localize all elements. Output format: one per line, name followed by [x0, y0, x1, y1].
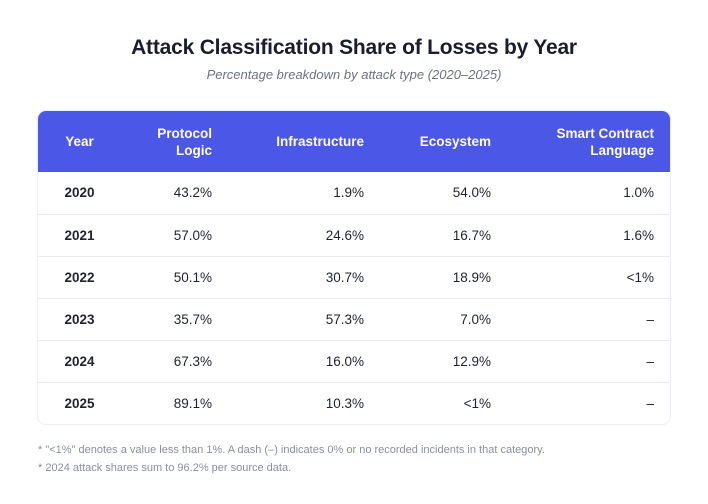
cell-ecosystem: 7.0%: [460, 311, 491, 327]
page-title: Attack Classification Share of Losses by…: [131, 36, 577, 59]
cell-ecosystem: 12.9%: [452, 353, 491, 369]
header-smart-contract-language: Smart Contract Language: [556, 125, 654, 158]
cell-infrastructure: 57.3%: [325, 311, 364, 327]
header-ecosystem: Ecosystem: [419, 134, 491, 149]
cell-smart-contract-language: –: [646, 311, 654, 327]
cell-protocol-logic: 67.3%: [173, 353, 212, 369]
cell-protocol-logic: 35.7%: [173, 311, 212, 327]
cell-ecosystem: <1%: [463, 395, 491, 411]
cell-protocol-logic: 43.2%: [173, 185, 212, 201]
cell-protocol-logic: 89.1%: [173, 395, 212, 411]
cell-protocol-logic: 57.0%: [173, 227, 212, 243]
cell-year: 2025: [64, 395, 95, 411]
data-table-container: Year Protocol Logic Infrastructure Ecosy…: [38, 111, 670, 424]
page-subtitle: Percentage breakdown by attack type (202…: [206, 67, 502, 82]
cell-year: 2020: [64, 185, 95, 201]
cell-smart-contract-language: <1%: [626, 269, 654, 285]
cell-smart-contract-language: –: [646, 395, 654, 411]
cell-ecosystem: 16.7%: [452, 227, 491, 243]
cell-ecosystem: 54.0%: [452, 185, 491, 201]
cell-year: 2024: [64, 353, 95, 369]
footnote: * 2024 attack shares sum to 96.2% per so…: [38, 462, 292, 474]
footnotes: * "<1%" denotes a value less than 1%. A …: [38, 441, 545, 477]
header-protocol-logic: Protocol Logic: [157, 125, 212, 158]
table-row: 2024 67.3% 16.0% 12.9% –: [38, 340, 670, 382]
cell-infrastructure: 10.3%: [325, 395, 364, 411]
table-row: 2022 50.1% 30.7% 18.9% <1%: [38, 256, 670, 298]
table-header-row: Year Protocol Logic Infrastructure Ecosy…: [38, 111, 670, 172]
cell-infrastructure: 30.7%: [325, 269, 364, 285]
cell-infrastructure: 1.9%: [333, 185, 364, 201]
cell-smart-contract-language: –: [646, 353, 654, 369]
cell-protocol-logic: 50.1%: [173, 269, 212, 285]
cell-year: 2023: [64, 311, 95, 327]
table-row: 2023 35.7% 57.3% 7.0% –: [38, 298, 670, 340]
table-row: 2021 57.0% 24.6% 16.7% 1.6%: [38, 214, 670, 256]
header-infrastructure: Infrastructure: [276, 134, 364, 149]
cell-year: 2022: [64, 269, 95, 285]
table-row: 2020 43.2% 1.9% 54.0% 1.0%: [38, 172, 670, 214]
cell-infrastructure: 16.0%: [325, 353, 364, 369]
cell-infrastructure: 24.6%: [325, 227, 364, 243]
header-year: Year: [65, 134, 94, 149]
table-row: 2025 89.1% 10.3% <1% –: [38, 382, 670, 424]
losses-table: Year Protocol Logic Infrastructure Ecosy…: [38, 111, 670, 424]
cell-smart-contract-language: 1.6%: [623, 227, 654, 243]
cell-ecosystem: 18.9%: [452, 269, 491, 285]
footnote: * "<1%" denotes a value less than 1%. A …: [38, 444, 545, 456]
cell-smart-contract-language: 1.0%: [623, 185, 654, 201]
cell-year: 2021: [64, 227, 95, 243]
